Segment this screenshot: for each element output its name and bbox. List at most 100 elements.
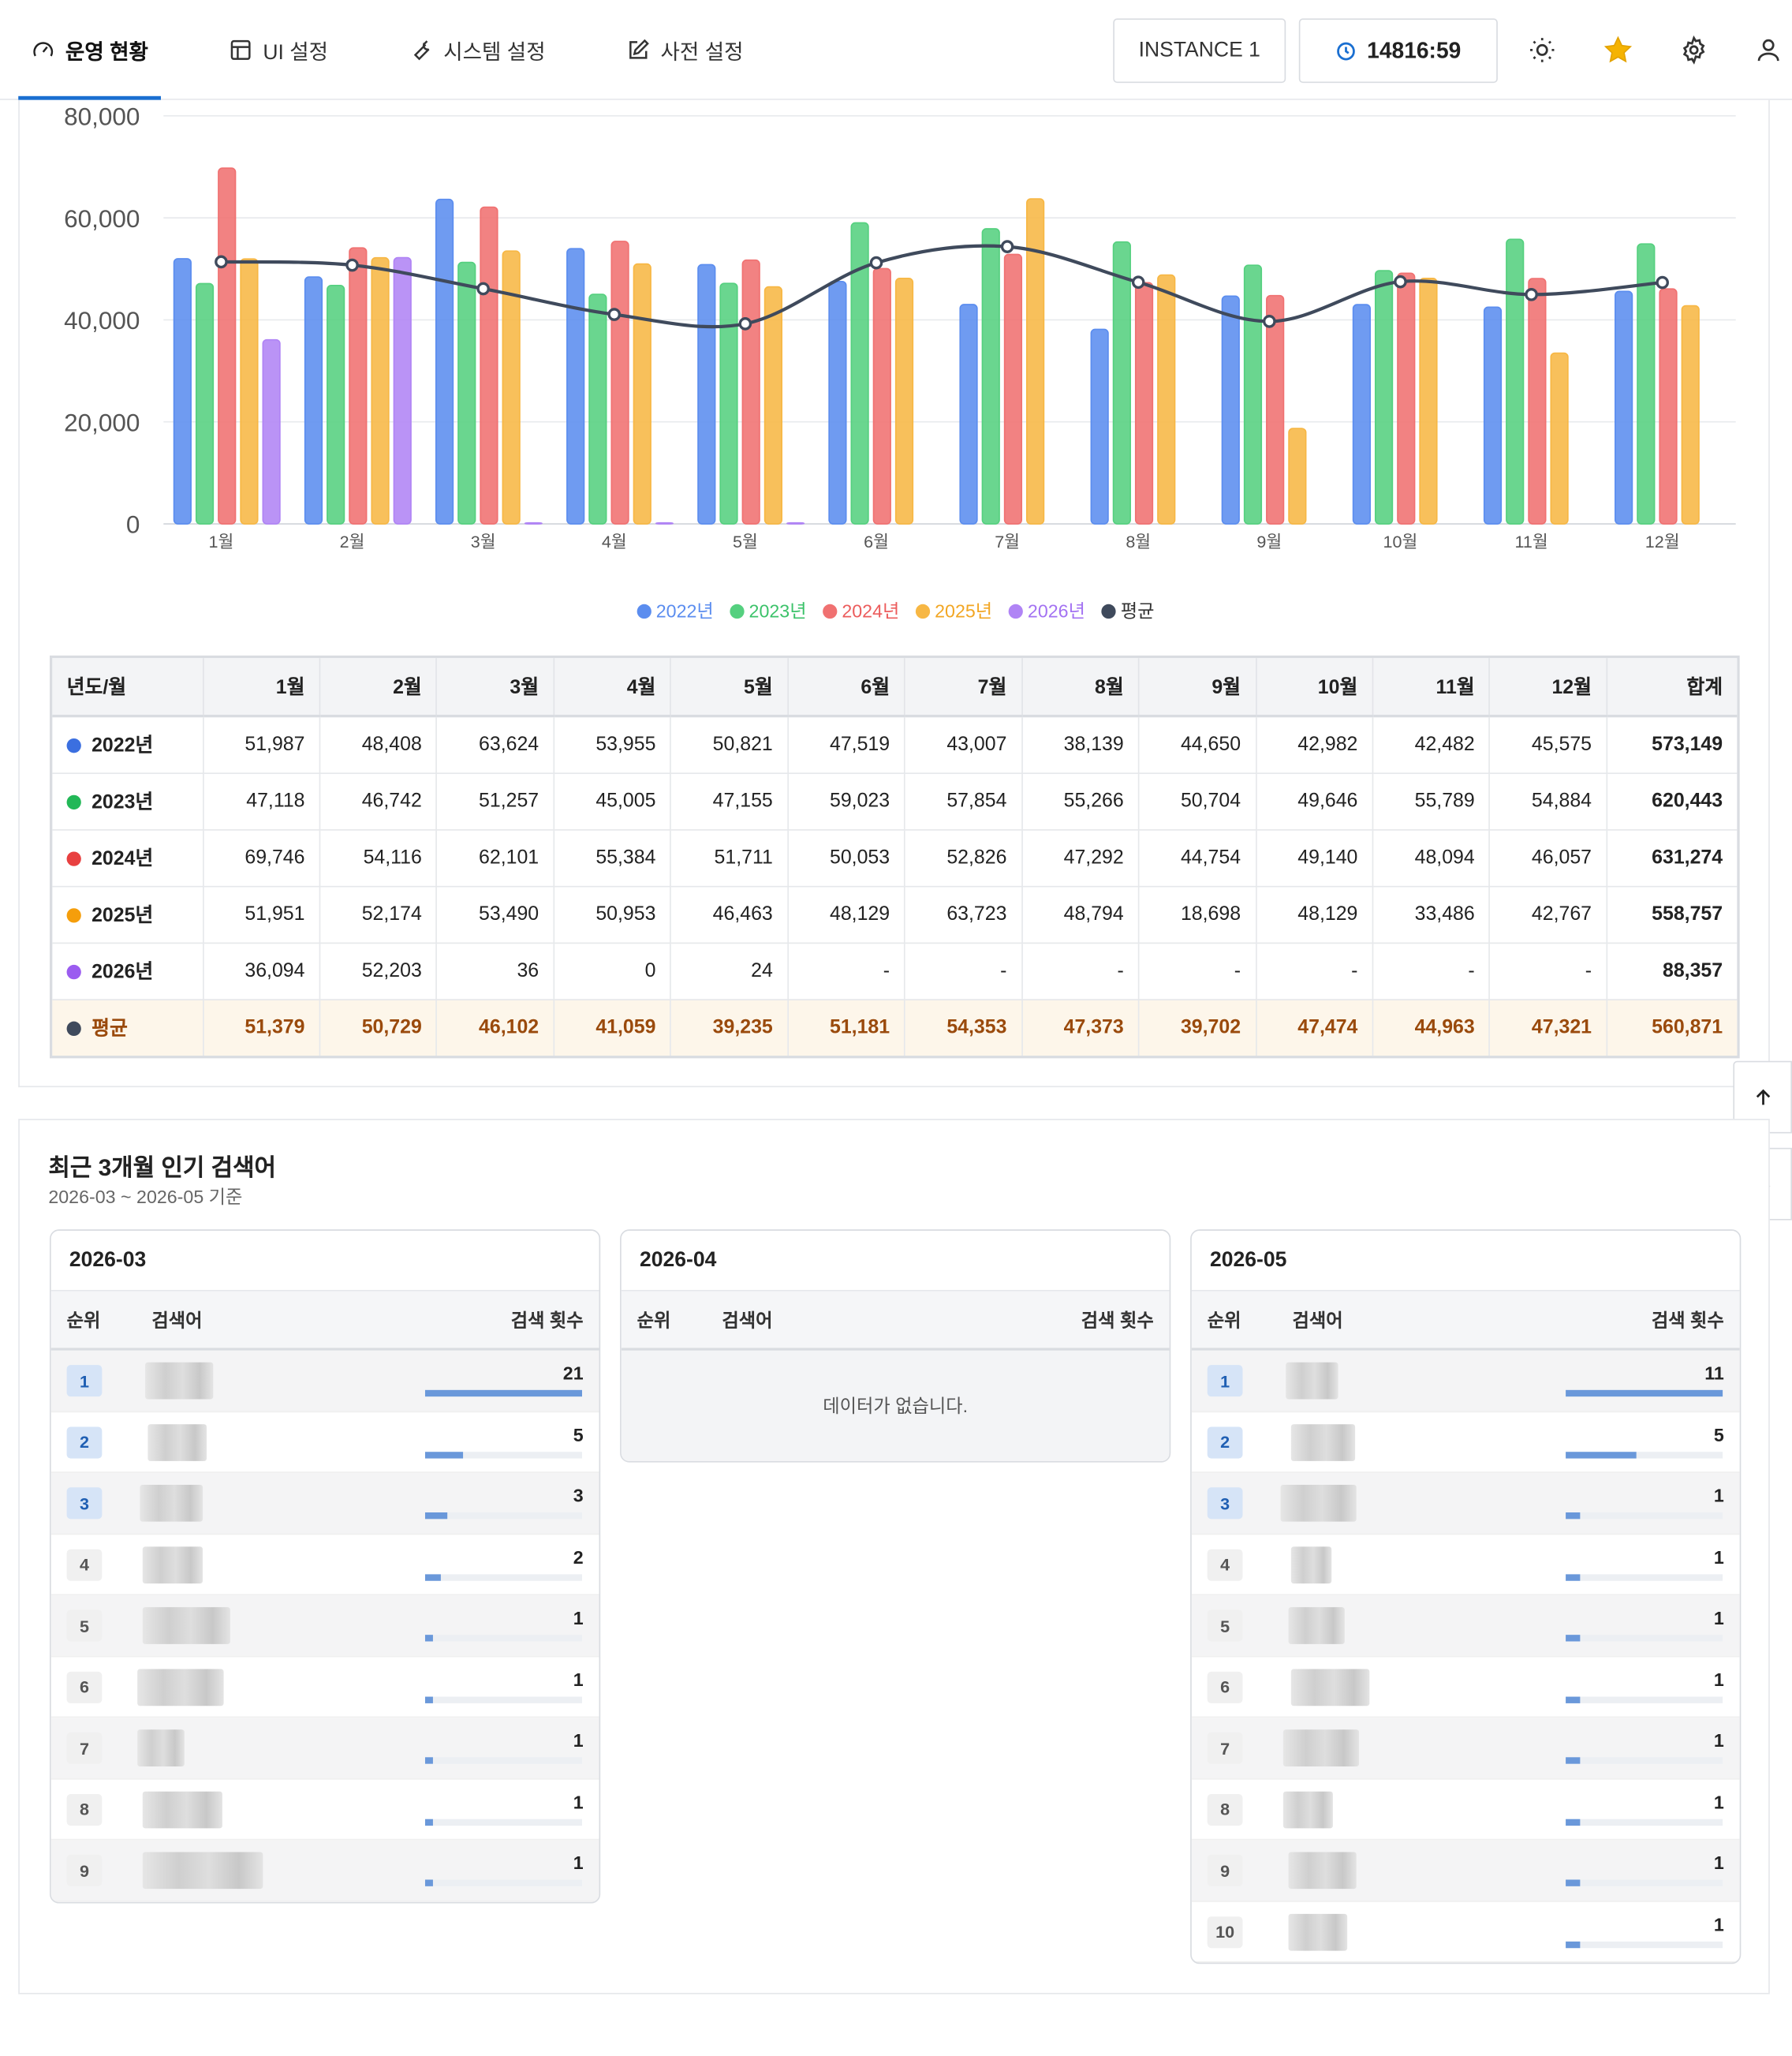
search-term-row[interactable]: 2 5 (1191, 1411, 1740, 1473)
bar-2022년-10월 (1352, 304, 1372, 525)
search-term-row[interactable]: 3 1 (1191, 1472, 1740, 1535)
total-cell: 560,871 (1607, 999, 1738, 1056)
legend-2022[interactable]: 2022년 (636, 597, 714, 623)
search-count: 1 (1713, 1790, 1724, 1812)
legend-label: 2025년 (935, 600, 993, 622)
search-term-row[interactable]: 6 1 (50, 1657, 599, 1718)
row-label-text: 2023년 (91, 791, 154, 814)
search-term-row[interactable]: 7 1 (50, 1718, 599, 1779)
table-row: 2023년 47,118 46,742 51,257 45,005 47,155 59,02… (52, 772, 1738, 830)
col-term: 검색어 (1292, 1309, 1343, 1330)
average-point (1263, 315, 1276, 328)
blurred-search-term (142, 1607, 230, 1644)
search-count: 1 (573, 1852, 584, 1874)
column-header: 3월 (436, 658, 555, 718)
search-term-row[interactable]: 3 3 (50, 1472, 599, 1535)
blurred-search-term (142, 1790, 222, 1828)
tab-ui-settings[interactable]: UI 설정 (229, 0, 328, 100)
search-term-row[interactable]: 1 11 (1191, 1350, 1740, 1412)
table-cell: 50,729 (319, 999, 438, 1056)
tab-system-settings[interactable]: 시스템 설정 (409, 0, 546, 100)
tab-dictionary-settings[interactable]: 사전 설정 (626, 0, 744, 100)
bar-2026년-4월 (655, 521, 674, 525)
gear-icon[interactable] (1678, 34, 1710, 65)
search-term-row[interactable]: 6 1 (1191, 1657, 1740, 1718)
table-cell: 55,384 (554, 829, 672, 887)
table-cell: 24 (670, 942, 789, 1000)
average-row: 평균 51,379 50,729 46,102 41,059 39,235 51,181 54… (52, 999, 1738, 1056)
legend-2023[interactable]: 2023년 (729, 597, 807, 623)
month-panel-2026-03: 2026-03 순위 검색어 검색 횟수 1 21 2 5 3 3 (50, 1229, 601, 1903)
table-cell: 50,704 (1138, 772, 1256, 830)
search-term-row[interactable]: 9 1 (50, 1840, 599, 1902)
average-line (221, 244, 1663, 329)
layout-icon (230, 39, 251, 60)
row-label: 2022년 (52, 716, 204, 774)
star-icon[interactable] (1603, 34, 1634, 65)
count-bar-fill (424, 1818, 433, 1826)
session-timer[interactable]: 14816:59 (1298, 18, 1498, 84)
table-cell: 50,821 (670, 716, 789, 774)
count-bar (424, 1695, 582, 1703)
x-tick-label: 10월 (1383, 532, 1418, 551)
table-row: 2026년 36,094 52,203 36 0 24- - - - - - -88,357 (52, 942, 1738, 1000)
instance-label: INSTANCE 1 (1138, 39, 1260, 62)
table-cell: 51,951 (203, 885, 321, 944)
rank-badge: 5 (66, 1609, 103, 1642)
table-cell: 52,203 (319, 942, 438, 1000)
user-icon[interactable] (1753, 34, 1784, 65)
table-row: 2024년 69,746 54,116 62,101 55,384 51,711 50,05… (52, 829, 1738, 887)
edit-icon (629, 39, 649, 59)
bar-2024년-7월 (1003, 253, 1023, 525)
search-term-row[interactable]: 8 1 (50, 1779, 599, 1841)
instance-selector[interactable]: INSTANCE 1 (1113, 18, 1286, 84)
legend-2026[interactable]: 2026년 (1008, 597, 1085, 623)
table-cell: 45,005 (554, 772, 672, 830)
search-term-row[interactable]: 10 1 (1191, 1901, 1740, 1963)
blurred-search-term (1288, 1913, 1348, 1950)
blurred-search-term (142, 1546, 203, 1583)
table-cell: 18,698 (1138, 885, 1256, 944)
search-term-row[interactable]: 2 5 (50, 1411, 599, 1473)
blurred-search-term (1286, 1362, 1338, 1400)
table-cell: 43,007 (905, 716, 1023, 774)
sun-icon[interactable] (1526, 34, 1558, 65)
x-tick-label: 8월 (1126, 532, 1151, 551)
table-cell: 46,463 (670, 885, 789, 944)
search-term-row[interactable]: 9 1 (1191, 1840, 1740, 1902)
series-dot (66, 738, 81, 753)
search-term-row[interactable]: 7 1 (1191, 1718, 1740, 1779)
table-cell: 51,987 (203, 716, 321, 774)
tab-operations[interactable]: 운영 현황 (18, 0, 162, 100)
count-bar (1566, 1818, 1723, 1826)
legend-average[interactable]: 평균 (1100, 597, 1154, 623)
search-count: 1 (1713, 1729, 1724, 1751)
search-term-row[interactable]: 4 2 (50, 1535, 599, 1596)
search-term-row[interactable]: 5 1 (50, 1595, 599, 1657)
search-term-row[interactable]: 4 1 (1191, 1535, 1740, 1596)
count-bar-fill (1566, 1512, 1581, 1520)
column-header: 5월 (670, 658, 789, 718)
table-cell: 54,353 (905, 999, 1023, 1056)
gauge-icon (33, 42, 54, 57)
x-tick-label: 11월 (1514, 532, 1547, 551)
rank-badge: 5 (1207, 1609, 1243, 1642)
search-count: 1 (1713, 1913, 1724, 1935)
table-cell: 48,408 (319, 716, 438, 774)
search-term-row[interactable]: 1 21 (50, 1350, 599, 1412)
total-cell: 620,443 (1607, 772, 1738, 830)
table-cell: 53,490 (436, 885, 555, 944)
bar-2025년-7월 (1026, 198, 1045, 525)
bar-2023년-8월 (1112, 241, 1131, 525)
col-rank: 순위 (637, 1309, 671, 1330)
search-term-row[interactable]: 8 1 (1191, 1779, 1740, 1841)
table-cell: 39,235 (670, 999, 789, 1056)
legend-2024[interactable]: 2024년 (822, 597, 899, 623)
blurred-search-term (1288, 1852, 1357, 1890)
legend-2025[interactable]: 2025년 (915, 597, 992, 623)
bar-2024년-11월 (1528, 278, 1547, 525)
column-header: 6월 (787, 658, 906, 718)
table-cell: 44,650 (1138, 716, 1256, 774)
table-cell: 0 (554, 942, 672, 1000)
search-term-row[interactable]: 5 1 (1191, 1595, 1740, 1657)
